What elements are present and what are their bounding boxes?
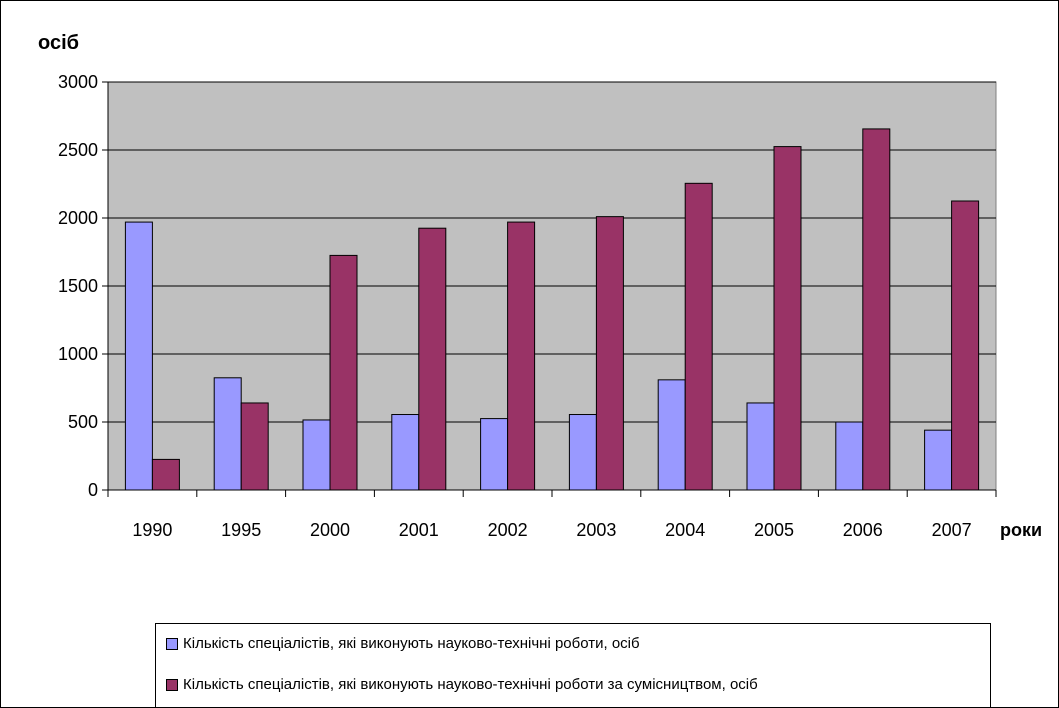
x-tick-label-1990: 1990 [132, 520, 172, 540]
legend-swatch-series-2 [166, 678, 178, 691]
x-tick-label-2001: 2001 [399, 520, 439, 540]
bar-series-2-1990 [151, 458, 180, 491]
bar-series-1-2005 [746, 402, 775, 491]
bar-series-1-2006 [835, 421, 864, 491]
bar-series-1-2004 [657, 379, 686, 491]
x-axis-title: роки [1000, 520, 1042, 540]
legend-label-series-1: Кількість спеціалістів, які виконують на… [183, 635, 640, 652]
x-tick-label-2003: 2003 [576, 520, 616, 540]
y-tick-label: 3000 [58, 72, 98, 92]
x-tick-label-2002: 2002 [488, 520, 528, 540]
y-tick-label: 2500 [58, 140, 98, 160]
bar-series-2-2002 [507, 221, 536, 491]
bar-series-1-2003 [568, 414, 597, 491]
y-axis-title: осіб [38, 32, 79, 54]
y-tick-label: 1000 [58, 344, 98, 364]
bar-series-2-2004 [684, 182, 713, 491]
x-tick-labels: 1990 1995 2000 2001 2002 2003 2004 2005 2006 2007 [132, 520, 971, 540]
x-tick-label-2006: 2006 [843, 520, 883, 540]
x-tick-label-2007: 2007 [932, 520, 972, 540]
bar-series-1-1990 [124, 221, 153, 491]
y-tick-label: 0 [88, 480, 98, 500]
y-tick-label: 1500 [58, 276, 98, 296]
bar-series-1-2007 [924, 429, 953, 491]
legend-item-series-2: Кількість спеціалістів, які виконують на… [166, 676, 758, 693]
bar-series-2-2003 [595, 216, 624, 491]
x-tick-label-2004: 2004 [665, 520, 705, 540]
x-tick-label-2000: 2000 [310, 520, 350, 540]
legend-label-series-2: Кількість спеціалістів, які виконують на… [183, 676, 758, 693]
bars [124, 128, 980, 491]
bar-series-1-2000 [302, 419, 331, 491]
bar-series-2-2001 [418, 227, 447, 491]
x-tick-label-1995: 1995 [221, 520, 261, 540]
legend: Кількість спеціалістів, які виконують на… [155, 623, 991, 708]
bar-series-1-2001 [391, 414, 420, 491]
bar-series-2-2000 [329, 254, 358, 491]
y-tick-label: 500 [68, 412, 98, 432]
y-tick-label: 2000 [58, 208, 98, 228]
bar-series-1-1995 [213, 377, 242, 491]
x-tick-label-2005: 2005 [754, 520, 794, 540]
legend-item-series-1: Кількість спеціалістів, які виконують на… [166, 635, 640, 652]
bar-series-1-2002 [480, 418, 509, 491]
bar-series-2-2007 [951, 200, 980, 491]
bar-series-2-1995 [240, 402, 269, 491]
y-tick-labels: 0 500 1000 1500 2000 2500 3000 [58, 72, 108, 500]
bar-series-2-2006 [862, 128, 891, 491]
bar-series-2-2005 [773, 146, 802, 491]
legend-swatch-series-1 [166, 637, 178, 650]
